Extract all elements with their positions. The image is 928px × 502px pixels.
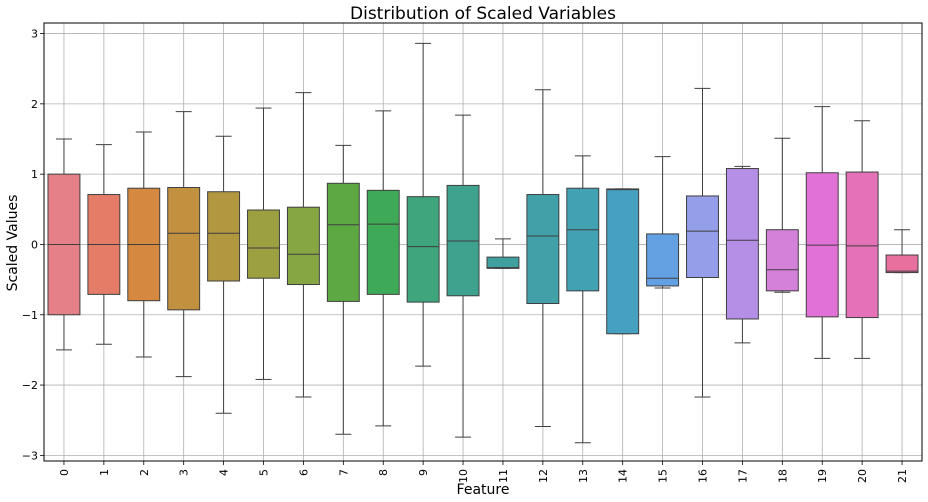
- box-iqr: [646, 233, 680, 287]
- box-feature-2: [127, 131, 161, 358]
- y-tick-label: −1: [22, 309, 38, 322]
- box-feature-16: [686, 87, 719, 398]
- box-feature-13: [566, 155, 600, 444]
- box-feature-7: [326, 144, 360, 435]
- box-feature-4: [207, 135, 241, 414]
- x-axis-ticks: 0 1 2 3 4 5 6 7 8 9 10 11 12 13 14 15 16 17 18 19 20 21: [58, 461, 909, 483]
- x-tick-label: 17: [736, 469, 749, 483]
- box-iqr: [207, 191, 241, 282]
- box-iqr: [247, 209, 280, 279]
- x-tick-label: 2: [138, 469, 151, 476]
- x-tick-label: 5: [258, 469, 271, 476]
- boxes: [47, 42, 919, 444]
- box-iqr: [526, 194, 560, 305]
- box-iqr: [366, 189, 400, 295]
- x-tick-label: 8: [377, 469, 390, 476]
- x-tick-label: 18: [776, 469, 789, 483]
- box-feature-20: [845, 120, 879, 359]
- box-iqr: [686, 195, 719, 279]
- x-tick-label: 20: [856, 469, 869, 483]
- x-tick-label: 0: [58, 469, 71, 476]
- box-feature-3: [167, 111, 201, 378]
- x-tick-label: 3: [178, 469, 191, 476]
- box-feature-10: [446, 114, 480, 438]
- box-feature-21: [885, 229, 919, 274]
- box-iqr: [566, 187, 600, 292]
- chart-title: Distribution of Scaled Variables: [350, 4, 616, 24]
- y-tick-label: −3: [22, 449, 38, 462]
- x-tick-label: 19: [816, 469, 829, 483]
- box-iqr: [725, 168, 759, 320]
- box-iqr: [606, 188, 640, 335]
- box-feature-11: [486, 238, 520, 269]
- x-tick-label: 1: [98, 469, 111, 476]
- y-tick-label: 2: [31, 98, 38, 111]
- box-feature-9: [406, 42, 440, 367]
- x-tick-label: 12: [537, 469, 550, 483]
- box-iqr: [326, 182, 360, 302]
- x-tick-label: 7: [337, 469, 350, 476]
- box-feature-5: [247, 107, 280, 380]
- x-tick-label: 13: [577, 469, 590, 483]
- box-feature-18: [765, 137, 799, 293]
- box-feature-15: [646, 156, 680, 289]
- y-tick-label: 1: [31, 168, 38, 181]
- plot-frame: [43, 22, 923, 462]
- box-iqr: [885, 254, 919, 274]
- y-tick-label: 0: [31, 238, 38, 251]
- x-tick-label: 6: [297, 469, 310, 476]
- x-tick-label: 16: [697, 469, 710, 483]
- box-iqr: [406, 196, 440, 303]
- y-axis-ticks: −3 −2 −1 0 1 2 3: [22, 28, 44, 462]
- y-tick-label: 3: [31, 28, 38, 41]
- box-iqr: [845, 171, 879, 319]
- x-tick-label: 4: [218, 469, 231, 476]
- box-iqr: [286, 206, 320, 286]
- y-axis-label: Scaled Values: [5, 195, 21, 292]
- box-feature-17: [725, 165, 759, 344]
- box-feature-6: [286, 92, 320, 398]
- x-axis-label: Feature: [457, 482, 510, 498]
- x-tick-label: 15: [657, 469, 670, 483]
- box-feature-12: [526, 89, 560, 428]
- box-feature-8: [366, 110, 400, 427]
- box-feature-14: [606, 188, 640, 335]
- box-feature-1: [87, 144, 121, 345]
- y-tick-label: −2: [22, 379, 38, 392]
- x-tick-label: 21: [896, 469, 909, 483]
- box-iqr: [765, 229, 799, 292]
- box-iqr: [167, 187, 201, 311]
- x-tick-label: 11: [497, 469, 510, 483]
- box-feature-19: [805, 106, 839, 359]
- x-tick-label: 9: [417, 469, 430, 476]
- x-tick-label: 10: [457, 469, 470, 483]
- box-feature-0: [47, 138, 81, 351]
- x-tick-label: 14: [617, 469, 630, 483]
- box-iqr: [486, 256, 520, 269]
